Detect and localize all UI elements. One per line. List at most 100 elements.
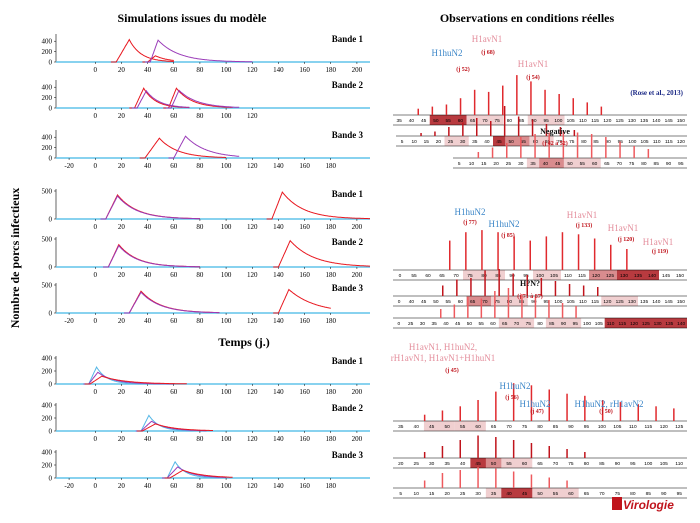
y-tick-label: 200 bbox=[42, 48, 53, 56]
panel-label: Bande 2 bbox=[332, 237, 364, 247]
x-tick-label: 140 bbox=[273, 66, 284, 74]
day-tick-label: 110 bbox=[607, 321, 615, 327]
x-tick-label: 140 bbox=[273, 223, 284, 231]
day-tick-label: 80 bbox=[507, 118, 513, 124]
day-tick-label: 75 bbox=[467, 273, 473, 279]
y-tick-label: 0 bbox=[49, 105, 53, 113]
day-tick-label: 60 bbox=[425, 273, 431, 279]
day-tick-label: 100 bbox=[644, 461, 652, 467]
day-tick-label: 125 bbox=[642, 321, 650, 327]
x-tick-label: 100 bbox=[221, 482, 232, 490]
day-tick-label: 75 bbox=[615, 491, 621, 497]
day-tick-label: 145 bbox=[662, 273, 670, 279]
observation-bar bbox=[420, 133, 422, 136]
day-tick-label: 15 bbox=[429, 491, 435, 497]
day-tick-label: 35 bbox=[530, 161, 536, 167]
day-tick-label: 140 bbox=[648, 273, 656, 279]
subtype-annotation: Negative bbox=[540, 127, 570, 136]
day-tick-label: 65 bbox=[502, 321, 508, 327]
day-tick-label: 120 bbox=[592, 273, 600, 279]
series-curve-purple bbox=[100, 195, 200, 220]
day-tick-label: 75 bbox=[569, 139, 575, 145]
panel-label: Bande 1 bbox=[332, 356, 364, 366]
day-tick-label: 45 bbox=[522, 491, 528, 497]
day-annotation: (j 56) bbox=[505, 394, 519, 401]
observation-bar bbox=[584, 395, 586, 421]
day-tick-label: 50 bbox=[467, 321, 473, 327]
x-tick-label: 60 bbox=[170, 66, 178, 74]
day-tick-label: 45 bbox=[421, 118, 427, 124]
day-tick-label: 55 bbox=[521, 139, 527, 145]
day-tick-label: 65 bbox=[491, 424, 497, 430]
day-tick-label: 110 bbox=[653, 139, 661, 145]
observation-bar bbox=[584, 452, 586, 458]
x-tick-label: 40 bbox=[144, 435, 152, 443]
observation-bar bbox=[513, 236, 515, 270]
x-tick-label: 160 bbox=[299, 317, 310, 325]
observation-bar bbox=[526, 275, 528, 296]
x-tick-label: 160 bbox=[299, 482, 310, 490]
day-tick-label: 85 bbox=[495, 273, 501, 279]
observation-bar bbox=[561, 232, 564, 270]
y-tick-label: 400 bbox=[42, 449, 53, 457]
x-tick-label: 80 bbox=[196, 66, 204, 74]
day-tick-label: 45 bbox=[555, 161, 561, 167]
day-tick-label: 110 bbox=[564, 273, 572, 279]
day-tick-label: 30 bbox=[460, 139, 466, 145]
x-tick-label: 40 bbox=[144, 162, 152, 170]
day-tick-label: 100 bbox=[628, 139, 636, 145]
day-tick-label: 115 bbox=[665, 139, 673, 145]
day-tick-label: 70 bbox=[506, 424, 512, 430]
day-tick-label: 60 bbox=[568, 491, 574, 497]
day-tick-label: 35 bbox=[431, 321, 437, 327]
observation-bar bbox=[441, 446, 444, 458]
observation-bar bbox=[637, 404, 639, 421]
sim-panel: 0 200 400 -20 0 20 40 60 80 100 120 140 160 180 Bande … bbox=[42, 449, 370, 490]
x-tick-label: 100 bbox=[221, 223, 232, 231]
x-tick-label: 40 bbox=[144, 388, 152, 396]
observation-bar bbox=[633, 146, 635, 158]
y-tick-label: 400 bbox=[42, 134, 53, 142]
observation-bar bbox=[626, 249, 628, 270]
day-tick-label: 75 bbox=[494, 118, 500, 124]
x-tick-label: 20 bbox=[118, 66, 126, 74]
series-curve-blue bbox=[135, 414, 194, 432]
day-tick-label: 45 bbox=[496, 139, 502, 145]
day-tick-label: 40 bbox=[506, 491, 512, 497]
series-curve-purple bbox=[162, 466, 227, 479]
observation-bar bbox=[582, 285, 585, 296]
day-tick-label: 20 bbox=[493, 161, 499, 167]
day-tick-label: 90 bbox=[561, 321, 567, 327]
x-tick-label: 180 bbox=[326, 271, 337, 279]
observation-bar bbox=[605, 137, 607, 158]
x-tick-label: 100 bbox=[221, 66, 232, 74]
observation-bar bbox=[601, 400, 604, 421]
subtype-annotation: H1avN1, H1huN2, bbox=[409, 342, 477, 352]
x-tick-label: 180 bbox=[326, 223, 337, 231]
observation-bar bbox=[597, 287, 599, 296]
y-tick-label: 0 bbox=[49, 216, 53, 224]
day-tick-label: 95 bbox=[677, 491, 683, 497]
x-tick-label: 180 bbox=[326, 317, 337, 325]
day-tick-label: 130 bbox=[628, 299, 636, 305]
x-tick-label: 160 bbox=[299, 162, 310, 170]
observation-bar bbox=[530, 443, 533, 458]
day-tick-label: 120 bbox=[677, 139, 685, 145]
x-tick-label: 40 bbox=[144, 112, 152, 120]
x-tick-label: 0 bbox=[94, 482, 98, 490]
x-tick-label: 120 bbox=[247, 112, 258, 120]
day-tick-label: 0 bbox=[399, 273, 402, 279]
y-tick-label: 200 bbox=[42, 415, 53, 423]
x-tick-label: 140 bbox=[273, 317, 284, 325]
observation-bar bbox=[465, 232, 467, 270]
day-tick-label: 90 bbox=[531, 118, 537, 124]
y-tick-label: 0 bbox=[49, 59, 53, 67]
day-tick-label: 125 bbox=[606, 273, 614, 279]
day-tick-label: 75 bbox=[526, 321, 532, 327]
day-tick-label: 5 bbox=[401, 139, 404, 145]
day-tick-label: 50 bbox=[433, 118, 439, 124]
day-annotation: (j 85) bbox=[501, 232, 515, 239]
observation-bar bbox=[477, 467, 479, 488]
day-tick-label: 95 bbox=[630, 461, 636, 467]
panel-label: Bande 3 bbox=[332, 450, 364, 460]
